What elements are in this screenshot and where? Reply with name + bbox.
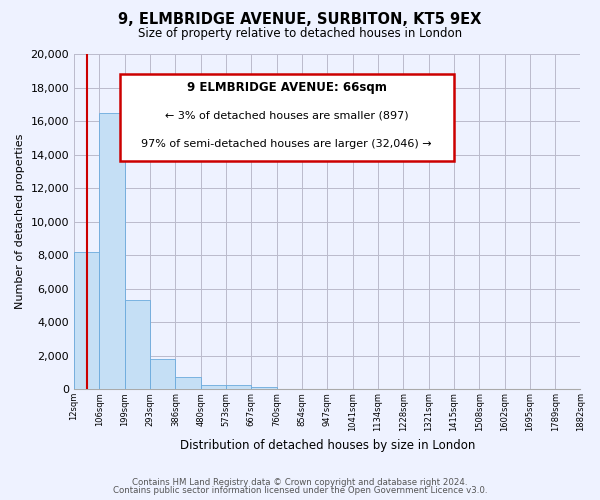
Bar (74, 252, 100, 390)
Bar (200, 384, 226, 390)
Bar (125, 300, 150, 390)
Bar (251, 387, 277, 390)
FancyBboxPatch shape (119, 74, 454, 162)
Text: 9, ELMBRIDGE AVENUE, SURBITON, KT5 9EX: 9, ELMBRIDGE AVENUE, SURBITON, KT5 9EX (118, 12, 482, 28)
X-axis label: Distribution of detached houses by size in London: Distribution of detached houses by size … (179, 440, 475, 452)
Bar (226, 386, 251, 390)
Bar (150, 359, 175, 390)
Text: 97% of semi-detached houses are larger (32,046) →: 97% of semi-detached houses are larger (… (142, 140, 432, 149)
Text: Size of property relative to detached houses in London: Size of property relative to detached ho… (138, 28, 462, 40)
Bar (100, 112, 125, 390)
Text: Contains public sector information licensed under the Open Government Licence v3: Contains public sector information licen… (113, 486, 487, 495)
Text: Contains HM Land Registry data © Crown copyright and database right 2024.: Contains HM Land Registry data © Crown c… (132, 478, 468, 487)
Text: 9 ELMBRIDGE AVENUE: 66sqm: 9 ELMBRIDGE AVENUE: 66sqm (187, 81, 386, 94)
Text: ← 3% of detached houses are smaller (897): ← 3% of detached houses are smaller (897… (165, 111, 409, 121)
Y-axis label: Number of detached properties: Number of detached properties (15, 134, 25, 310)
Bar (175, 376, 200, 390)
